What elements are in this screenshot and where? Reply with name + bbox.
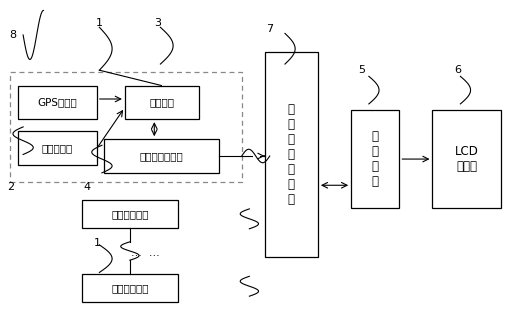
- Bar: [82, 200, 178, 228]
- Text: 压力传感器: 压力传感器: [42, 143, 73, 153]
- Text: GPS传感器: GPS传感器: [38, 97, 77, 107]
- Text: 3: 3: [154, 18, 161, 28]
- Text: 从无线通信模块: 从无线通信模块: [140, 151, 183, 161]
- Bar: [351, 110, 399, 208]
- Text: 6: 6: [454, 65, 462, 75]
- Bar: [18, 131, 97, 165]
- Text: 主
控
制
器: 主 控 制 器: [372, 130, 379, 188]
- Bar: [125, 85, 198, 119]
- Text: LCD
显示器: LCD 显示器: [455, 145, 479, 173]
- Text: 压力采集机构: 压力采集机构: [111, 283, 149, 293]
- Text: 2: 2: [7, 182, 14, 192]
- Text: 7: 7: [266, 24, 273, 34]
- Text: 4: 4: [83, 182, 90, 192]
- Text: 主
无
线
通
信
模
块: 主 无 线 通 信 模 块: [288, 103, 295, 206]
- Text: 8: 8: [9, 30, 16, 40]
- Text: 压力采集机构: 压力采集机构: [111, 209, 149, 219]
- Bar: [10, 72, 242, 182]
- Text: 从控制器: 从控制器: [149, 97, 174, 107]
- Bar: [18, 85, 97, 119]
- Text: 1: 1: [96, 18, 103, 28]
- Text: 1: 1: [94, 238, 100, 248]
- Text: ···  ···: ··· ···: [131, 251, 159, 261]
- Bar: [265, 52, 318, 257]
- Bar: [432, 110, 501, 208]
- Bar: [82, 274, 178, 302]
- Bar: [104, 139, 219, 173]
- Text: 5: 5: [358, 65, 365, 75]
